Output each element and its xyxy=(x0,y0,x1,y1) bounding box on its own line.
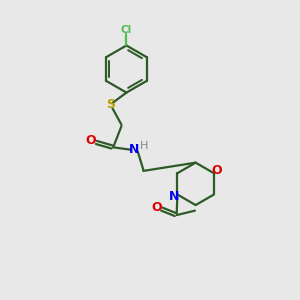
Text: S: S xyxy=(106,98,115,111)
Text: O: O xyxy=(212,164,222,177)
Text: N: N xyxy=(129,143,140,156)
Text: Cl: Cl xyxy=(121,26,132,35)
Text: O: O xyxy=(151,201,162,214)
Text: O: O xyxy=(85,134,96,147)
Text: N: N xyxy=(169,190,179,203)
Text: H: H xyxy=(140,141,148,151)
